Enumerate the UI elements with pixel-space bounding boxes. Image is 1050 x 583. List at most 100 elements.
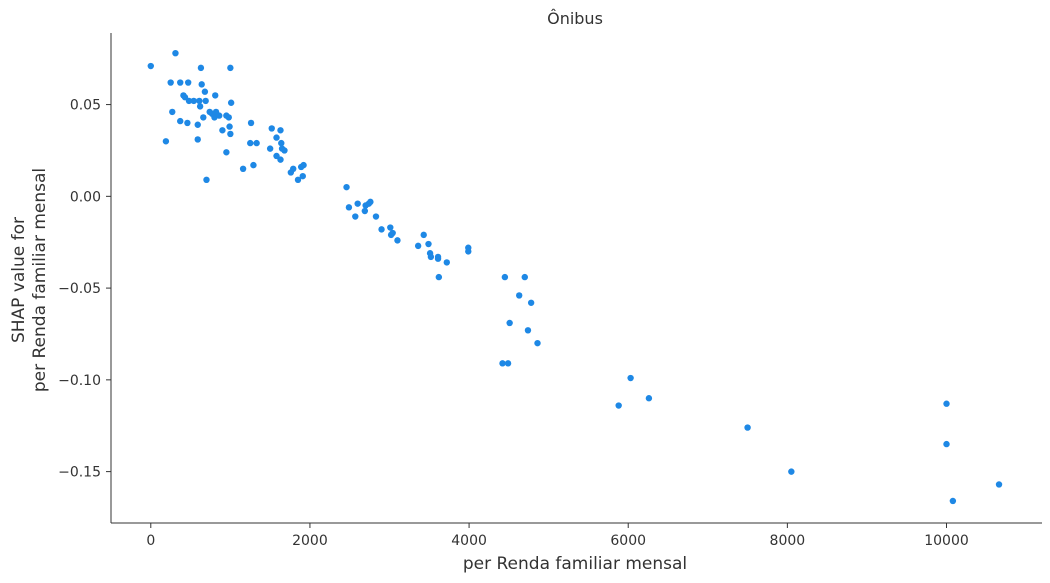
data-point bbox=[387, 231, 395, 239]
data-point bbox=[345, 204, 353, 211]
axes: 0 2000 4000 6000 8000 10000 0.05 0.00 −0.05 −0.10… bbox=[58, 33, 1042, 549]
data-point bbox=[202, 97, 209, 105]
data-point bbox=[387, 224, 394, 231]
y-tick-label: −0.05 bbox=[58, 281, 101, 297]
x-tick-label: 10000 bbox=[924, 533, 969, 549]
data-point bbox=[343, 183, 350, 191]
data-point bbox=[615, 402, 622, 409]
data-point bbox=[788, 468, 795, 475]
data-point bbox=[211, 114, 218, 121]
data-point bbox=[443, 259, 450, 266]
data-point bbox=[425, 240, 432, 248]
data-point bbox=[190, 97, 197, 105]
data-point bbox=[627, 374, 634, 382]
y-axis-title-line-1: SHAP value for bbox=[9, 217, 29, 343]
data-point bbox=[219, 127, 226, 134]
x-axis-title: per Renda familiar mensal bbox=[463, 554, 687, 574]
data-point bbox=[281, 147, 288, 154]
data-point bbox=[499, 360, 506, 367]
data-point bbox=[427, 253, 435, 261]
data-point bbox=[434, 255, 442, 262]
data-point bbox=[277, 156, 284, 163]
data-point bbox=[645, 395, 653, 402]
data-point bbox=[995, 481, 1003, 488]
data-point bbox=[194, 121, 201, 128]
data-point bbox=[194, 136, 201, 143]
data-point bbox=[266, 145, 274, 152]
data-point bbox=[227, 64, 234, 72]
data-point bbox=[212, 92, 219, 99]
x-tick-label: 4000 bbox=[451, 533, 487, 549]
data-point bbox=[203, 176, 210, 184]
y-tick-label: 0.00 bbox=[70, 189, 101, 205]
data-point bbox=[247, 139, 254, 147]
data-point bbox=[268, 125, 275, 132]
data-point bbox=[201, 88, 209, 95]
data-point bbox=[227, 130, 234, 138]
y-axis-title: SHAP value for per Renda familiar mensal bbox=[9, 168, 50, 392]
data-point bbox=[365, 200, 373, 207]
data-point bbox=[278, 139, 285, 147]
x-tick-label: 2000 bbox=[292, 533, 328, 549]
data-point bbox=[239, 165, 247, 173]
data-point bbox=[516, 292, 523, 299]
data-point bbox=[352, 213, 359, 220]
data-point bbox=[277, 127, 284, 134]
data-point bbox=[504, 360, 512, 367]
data-point bbox=[273, 134, 280, 141]
data-point bbox=[184, 119, 191, 127]
data-points bbox=[147, 49, 1003, 505]
data-point bbox=[253, 139, 260, 147]
data-point bbox=[420, 231, 427, 239]
data-point bbox=[294, 176, 302, 184]
data-point bbox=[169, 108, 176, 116]
data-point bbox=[250, 161, 257, 169]
data-point bbox=[177, 117, 184, 125]
data-point bbox=[226, 123, 233, 130]
data-point bbox=[147, 62, 154, 70]
data-point bbox=[435, 273, 443, 281]
data-point bbox=[524, 327, 532, 334]
data-point bbox=[521, 273, 528, 281]
data-point bbox=[949, 497, 957, 505]
data-point bbox=[200, 114, 207, 121]
data-point bbox=[196, 97, 203, 105]
data-point bbox=[372, 213, 380, 220]
x-tick-label: 8000 bbox=[770, 533, 806, 549]
data-point bbox=[465, 248, 472, 255]
data-point bbox=[172, 49, 179, 57]
chart-title: Ônibus bbox=[547, 9, 603, 28]
y-tick-label: 0.05 bbox=[70, 98, 101, 114]
data-point bbox=[943, 440, 950, 448]
data-point bbox=[184, 79, 192, 86]
data-point bbox=[196, 103, 204, 110]
data-point bbox=[198, 81, 205, 88]
data-point bbox=[287, 169, 295, 176]
data-point bbox=[185, 97, 193, 105]
y-tick-label: −0.15 bbox=[58, 465, 101, 481]
x-tick-label: 6000 bbox=[610, 533, 646, 549]
data-point bbox=[297, 163, 305, 171]
data-point bbox=[247, 119, 255, 127]
data-point bbox=[394, 237, 401, 244]
data-point bbox=[225, 114, 232, 121]
data-point bbox=[162, 138, 170, 145]
data-point bbox=[177, 79, 184, 86]
data-point bbox=[527, 299, 535, 306]
data-point bbox=[354, 200, 361, 207]
data-point bbox=[943, 400, 950, 407]
y-tick-label: −0.10 bbox=[58, 373, 101, 389]
data-point bbox=[223, 149, 230, 156]
data-point bbox=[299, 172, 306, 180]
y-axis-title-line-2: per Renda familiar mensal bbox=[30, 168, 50, 392]
data-point bbox=[744, 424, 751, 431]
data-point bbox=[414, 242, 422, 250]
data-point bbox=[506, 319, 513, 327]
x-tick-label: 0 bbox=[146, 533, 155, 549]
data-point bbox=[534, 339, 541, 347]
data-point bbox=[197, 64, 205, 72]
data-point bbox=[227, 99, 235, 106]
data-point bbox=[501, 273, 509, 281]
